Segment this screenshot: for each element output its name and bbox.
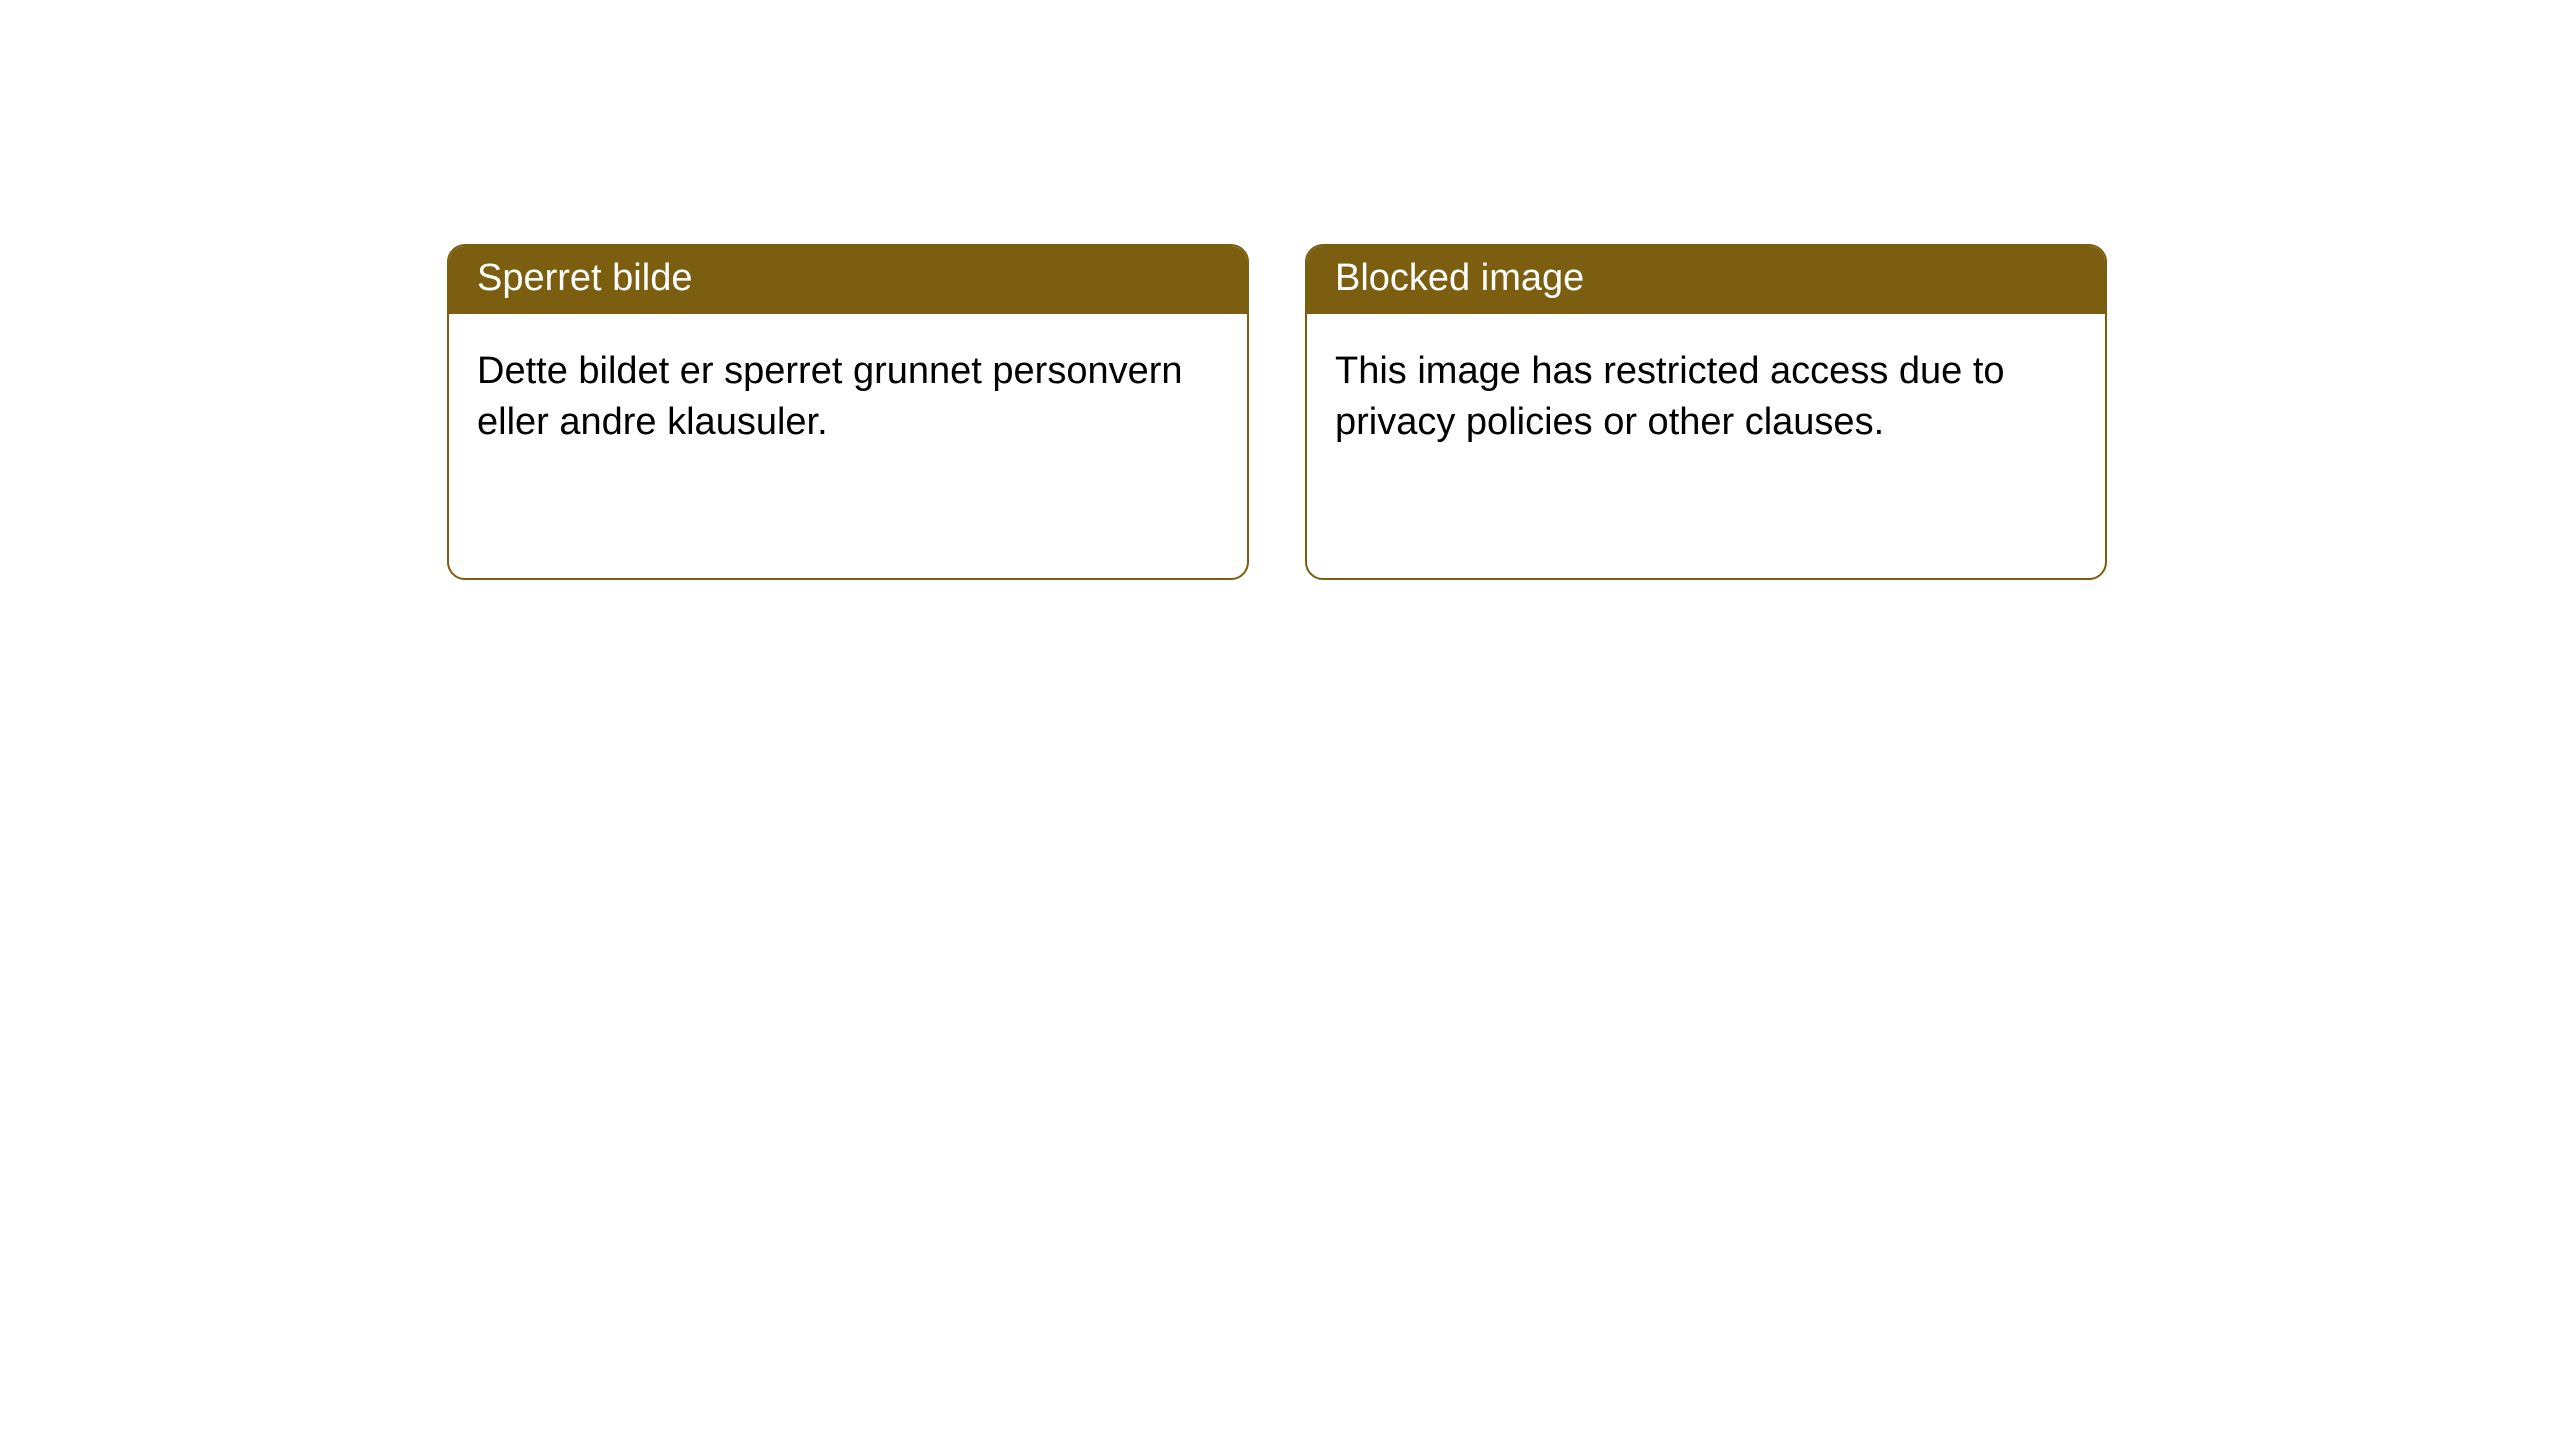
notice-body-norwegian: Dette bildet er sperret grunnet personve… — [449, 314, 1247, 481]
notice-box-english: Blocked image This image has restricted … — [1305, 244, 2107, 580]
notice-box-norwegian: Sperret bilde Dette bildet er sperret gr… — [447, 244, 1249, 580]
notice-title-english: Blocked image — [1307, 246, 2105, 314]
notice-body-english: This image has restricted access due to … — [1307, 314, 2105, 481]
notice-title-norwegian: Sperret bilde — [449, 246, 1247, 314]
notice-container: Sperret bilde Dette bildet er sperret gr… — [447, 244, 2107, 580]
